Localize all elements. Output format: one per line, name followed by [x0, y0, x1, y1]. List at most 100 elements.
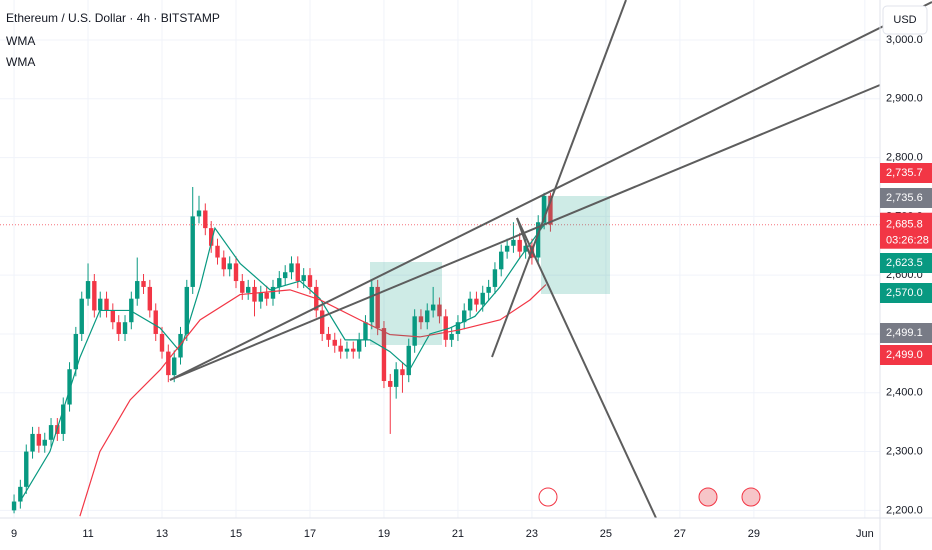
- candle-body: [233, 263, 239, 282]
- event-icon[interactable]: [698, 487, 718, 507]
- candle-body: [400, 369, 405, 376]
- y-tick-label: 2,200.0: [886, 504, 923, 516]
- last-price-label: 2,685.8: [886, 219, 923, 231]
- candle-body: [147, 286, 153, 311]
- price-badge: [880, 163, 932, 183]
- currency-button[interactable]: [882, 5, 928, 35]
- candle-body: [307, 275, 313, 287]
- event-icon[interactable]: [741, 487, 761, 507]
- price-badge: [880, 188, 932, 208]
- candle-body: [122, 322, 128, 334]
- price-badge-label: 2,735.6: [886, 192, 923, 204]
- candle-body: [85, 281, 91, 299]
- candle-body: [375, 286, 380, 329]
- wma-line: [19, 221, 547, 502]
- price-badge: [880, 283, 932, 303]
- candle-body: [73, 333, 79, 370]
- x-tick-label: 23: [526, 528, 538, 540]
- drawings: [169, 0, 932, 519]
- candle-body: [227, 263, 232, 270]
- price-badge-label: 2,499.0: [886, 349, 923, 361]
- candle-body: [116, 322, 121, 334]
- candle-body: [258, 292, 263, 302]
- price-badge-label: 2,735.7: [886, 167, 923, 179]
- x-tick-label: Jun: [856, 528, 874, 540]
- candle-body: [338, 345, 343, 352]
- candle-body: [166, 351, 171, 376]
- candle-body: [289, 263, 294, 273]
- price-badges: 2,735.7 2,735.6 2,623.5 2,570.0 2,499.1 2,499…: [880, 163, 932, 365]
- candle-body: [159, 333, 165, 352]
- candle-body: [196, 210, 202, 217]
- trend-line[interactable]: [516, 217, 532, 259]
- trend-line[interactable]: [516, 217, 657, 519]
- candle-body: [264, 292, 269, 299]
- y-tick-label: 2,300.0: [886, 445, 923, 457]
- candle-body: [511, 239, 516, 246]
- candle-body: [178, 333, 183, 358]
- grid: [0, 0, 880, 518]
- x-tick-label: 19: [378, 528, 390, 540]
- trend-line[interactable]: [169, 1, 932, 381]
- countdown-label: 03:26:28: [886, 235, 929, 247]
- candle-body: [430, 304, 436, 311]
- candle-body: [455, 322, 461, 334]
- candle-body: [301, 275, 306, 282]
- candle-body: [252, 286, 257, 302]
- candle-body: [388, 381, 393, 387]
- trend-line[interactable]: [491, 0, 627, 358]
- candle-body: [141, 281, 146, 287]
- y-tick-label: 3,000.0: [886, 34, 923, 46]
- trend-line[interactable]: [169, 84, 881, 381]
- candle-body: [486, 286, 491, 293]
- price-badge-label: 2,499.1: [886, 327, 923, 339]
- candle-body: [215, 245, 220, 258]
- candle-body: [467, 298, 473, 311]
- candle-body: [326, 333, 331, 340]
- candle-body: [246, 286, 251, 293]
- candle-body: [153, 310, 158, 334]
- candle-body: [437, 304, 442, 317]
- candle-body: [190, 216, 195, 287]
- candle-body: [406, 345, 411, 376]
- candle-body: [332, 339, 337, 346]
- chart-title: Ethereum / U.S. Dollar · 4h · BITSTAMP: [6, 11, 220, 25]
- x-tick-label: 27: [674, 528, 686, 540]
- candle-body: [42, 439, 47, 446]
- candle-body: [203, 210, 208, 229]
- candle-body: [412, 316, 417, 346]
- legend-entry[interactable]: WMA: [6, 34, 35, 48]
- price-badge: [880, 345, 932, 365]
- candle-body: [104, 298, 109, 311]
- currency-label[interactable]: USD: [893, 14, 916, 26]
- candle-body: [11, 501, 17, 511]
- candle-body: [517, 239, 522, 252]
- candle-body: [92, 281, 97, 311]
- candle-body: [36, 433, 42, 446]
- candle-body: [363, 322, 368, 340]
- candle-body: [351, 348, 356, 352]
- candle-body: [369, 286, 374, 323]
- candle-body: [319, 310, 325, 334]
- candle-body: [67, 369, 72, 405]
- x-tick-label: 21: [452, 528, 464, 540]
- candle-body: [184, 286, 190, 334]
- candle-body: [98, 298, 103, 311]
- event-icons: [538, 487, 761, 507]
- candle-body: [443, 316, 448, 340]
- candle-body: [30, 433, 35, 452]
- legend-entry[interactable]: WMA: [6, 55, 35, 69]
- event-icon[interactable]: [538, 487, 558, 507]
- candle-body: [295, 263, 300, 282]
- candle-body: [449, 333, 454, 340]
- candle-body: [523, 245, 528, 252]
- x-tick-label: 25: [600, 528, 612, 540]
- candle-body: [79, 298, 84, 334]
- candle-body: [474, 298, 479, 305]
- x-tick-label: 15: [230, 528, 242, 540]
- candle-body: [135, 281, 140, 299]
- candle-body: [282, 272, 288, 279]
- candle-body: [536, 222, 541, 258]
- axes: 3,000.02,900.02,800.02,700.02,600.02,500…: [11, 34, 923, 540]
